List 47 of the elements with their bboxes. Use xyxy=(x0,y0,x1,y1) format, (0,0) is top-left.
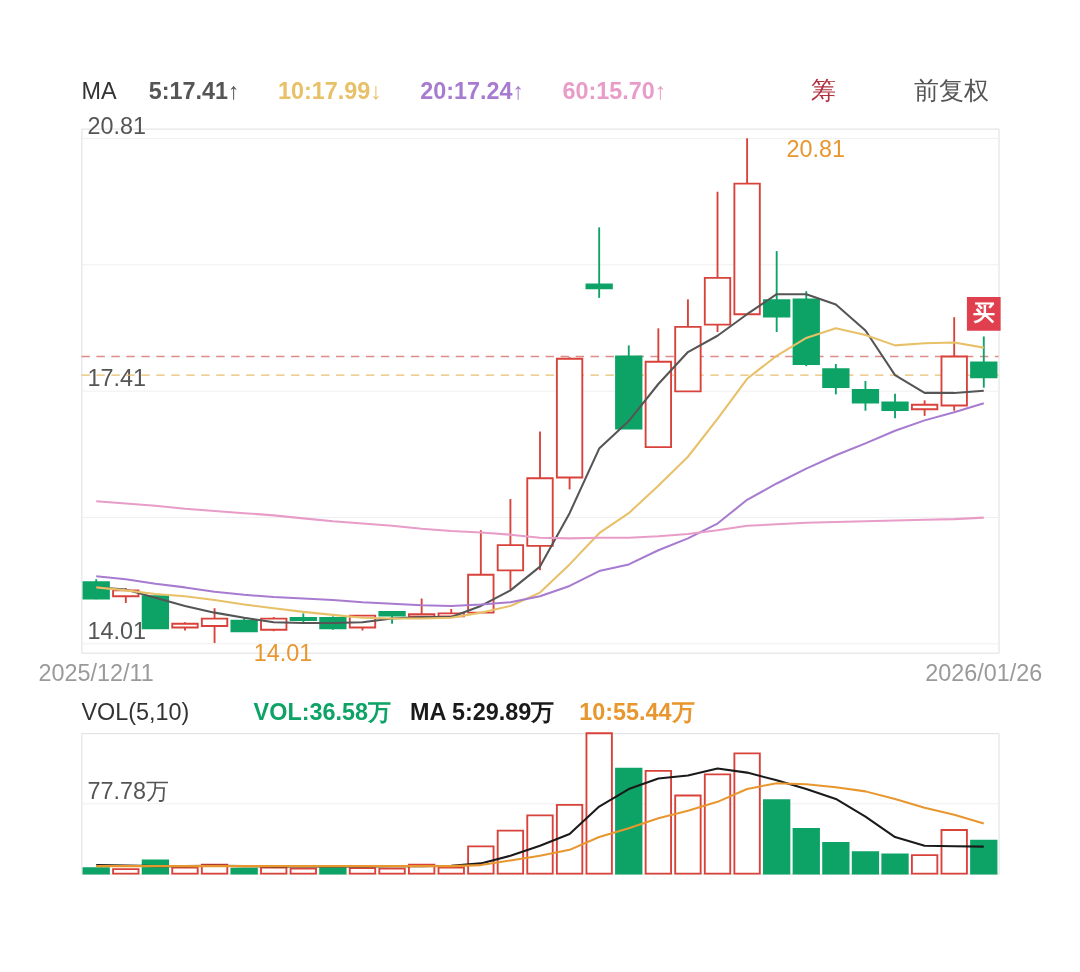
text: 5:17.41↑ xyxy=(148,77,240,104)
text: 10:55.44万 xyxy=(579,699,695,726)
bar xyxy=(644,769,672,875)
text: 前复权 xyxy=(914,75,990,104)
y-tick-label: 20.81 xyxy=(87,113,146,140)
x-tick-label: 2025/12/11 xyxy=(38,660,154,687)
annotation: 20.81 xyxy=(786,136,845,162)
bar xyxy=(615,767,643,875)
bar xyxy=(171,866,199,875)
text: 60:15.70↑ xyxy=(562,77,667,104)
bar xyxy=(910,854,939,875)
bar xyxy=(733,752,761,875)
bar xyxy=(822,841,850,875)
text: 10:17.99↓ xyxy=(277,77,382,104)
x-tick-label: 2026/01/26 xyxy=(925,660,1043,687)
chart-title: MA xyxy=(81,77,117,104)
annotation: 买 xyxy=(972,300,995,326)
bar xyxy=(940,829,968,875)
bar xyxy=(585,732,613,875)
bar xyxy=(555,803,584,875)
bar xyxy=(348,867,377,875)
bar xyxy=(319,867,347,875)
bar xyxy=(703,773,732,875)
bar xyxy=(792,827,820,875)
bar xyxy=(260,866,288,875)
bar xyxy=(230,867,258,875)
bar xyxy=(82,867,110,875)
text: 筹 xyxy=(811,75,837,104)
text: 20:17.24↑ xyxy=(420,77,525,104)
bar xyxy=(112,868,140,875)
annotation: 14.01 xyxy=(253,639,313,666)
bar xyxy=(526,814,554,875)
bar xyxy=(881,853,909,875)
bar xyxy=(763,799,791,875)
bar xyxy=(496,829,525,875)
y-tick-label: 17.41 xyxy=(87,365,146,392)
text: MA 5:29.89万 xyxy=(409,699,555,726)
y-tick-label: 77.78万 xyxy=(87,778,169,805)
chart-title: VOL(5,10) xyxy=(81,699,190,726)
bar xyxy=(851,851,880,875)
bar xyxy=(289,867,317,875)
bar xyxy=(674,794,702,875)
bar xyxy=(378,867,406,875)
bar xyxy=(970,839,998,875)
text: VOL:36.58万 xyxy=(253,699,391,726)
y-tick-label: 14.01 xyxy=(87,617,146,644)
bar xyxy=(437,866,465,875)
